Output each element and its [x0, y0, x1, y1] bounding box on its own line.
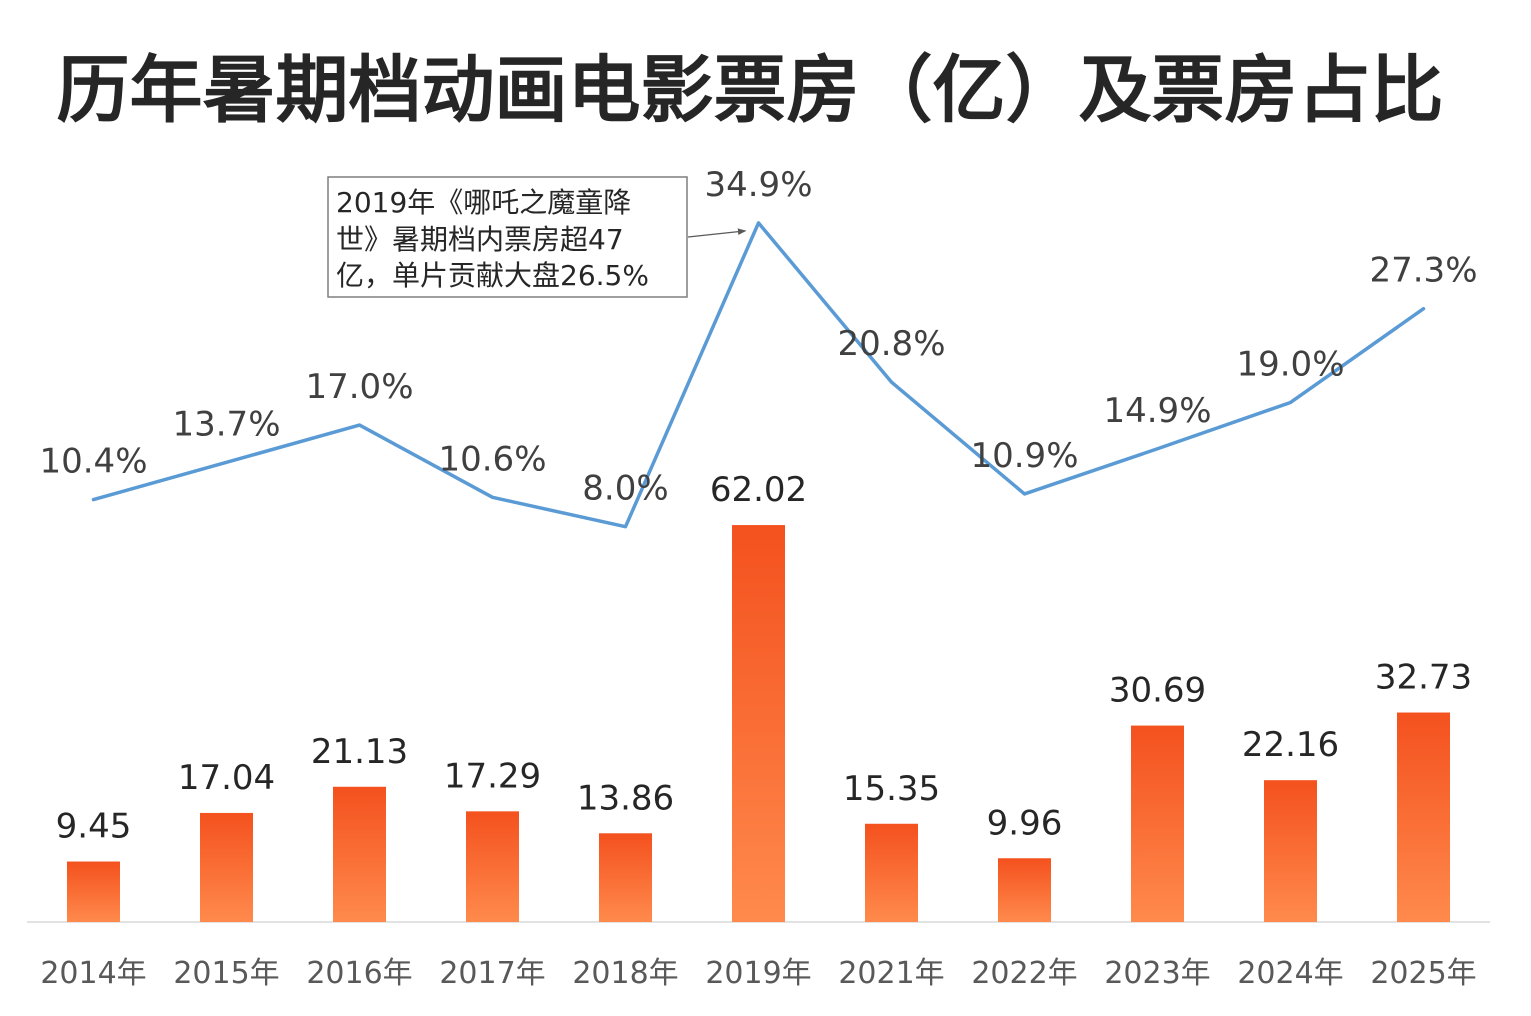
- box-office-bar-2019: [732, 525, 785, 922]
- annotation-leader-line: [687, 228, 747, 238]
- share-value-label-2023: 14.9%: [1103, 391, 1211, 431]
- box-office-bar-2023: [1131, 725, 1184, 922]
- x-tick-label-2021: 2021年: [838, 956, 944, 991]
- share-value-label-2025: 27.3%: [1369, 251, 1477, 291]
- box-office-bar-2016: [333, 786, 386, 922]
- box-office-value-label-2025: 32.73: [1375, 658, 1472, 698]
- box-office-value-label-2021: 15.35: [843, 769, 940, 809]
- box-office-value-label-2018: 13.86: [577, 778, 674, 818]
- box-office-bar-2022: [998, 858, 1051, 922]
- share-line-series: [91, 221, 1426, 529]
- x-tick-label-2019: 2019年: [705, 956, 811, 991]
- share-value-labels: 10.4% 13.7% 17.0% 10.6% 8.0% 34.9% 20.8% 10.9% 1…: [39, 165, 1477, 509]
- x-tick-label-2024: 2024年: [1237, 956, 1343, 991]
- box-office-value-label-2022: 9.96: [987, 803, 1063, 843]
- box-office-bar-2024: [1264, 780, 1317, 922]
- box-office-value-label-2014: 9.45: [56, 807, 132, 847]
- x-tick-label-2017: 2017年: [439, 956, 545, 991]
- x-tick-label-2014: 2014年: [40, 956, 146, 991]
- box-office-bar-series: [67, 525, 1450, 922]
- box-office-value-labels: 9.45 17.04 21.13 17.29 13.86 62.02 15.35 9.96 30…: [56, 470, 1473, 846]
- x-tick-label-2015: 2015年: [173, 956, 279, 991]
- box-office-bar-2021: [865, 823, 918, 922]
- share-value-label-2016: 17.0%: [305, 367, 413, 407]
- box-office-bar-2014: [67, 861, 120, 922]
- box-office-value-label-2017: 17.29: [444, 756, 541, 796]
- x-tick-label-2022: 2022年: [971, 956, 1077, 991]
- box-office-bar-2015: [200, 812, 253, 922]
- annotation-text-line-3: 亿，单片贡献大盘26.5%: [336, 259, 649, 292]
- share-value-label-2017: 10.6%: [438, 439, 546, 479]
- annotation-text-line-2: 世》暑期档内票房超47: [336, 223, 624, 256]
- share-value-label-2015: 13.7%: [172, 404, 280, 444]
- x-tick-label-2025: 2025年: [1370, 956, 1476, 991]
- share-value-label-2018: 8.0%: [582, 469, 668, 509]
- box-office-value-label-2015: 17.04: [178, 758, 275, 798]
- annotation-callout: 2019年《哪吒之魔童降 世》暑期档内票房超47 亿，单片贡献大盘26.5%: [327, 176, 747, 298]
- share-value-label-2014: 10.4%: [39, 442, 147, 482]
- share-line: [91, 221, 1426, 529]
- box-office-value-label-2019: 62.02: [710, 470, 807, 510]
- share-value-label-2021: 20.8%: [837, 324, 945, 364]
- chart-title: 历年暑期档动画电影票房（亿）及票房占比: [57, 48, 1444, 133]
- x-tick-label-2016: 2016年: [306, 956, 412, 991]
- box-office-value-label-2023: 30.69: [1109, 671, 1206, 711]
- box-office-bar-2017: [466, 811, 519, 922]
- x-tick-label-2023: 2023年: [1104, 956, 1210, 991]
- box-office-value-label-2016: 21.13: [311, 732, 408, 772]
- annotation-box: [327, 176, 688, 298]
- share-value-label-2022: 10.9%: [970, 436, 1078, 476]
- annotation-text-line-1: 2019年《哪吒之魔童降: [336, 186, 631, 219]
- share-value-label-2019: 34.9%: [704, 165, 812, 205]
- share-value-label-2024: 19.0%: [1236, 344, 1344, 384]
- box-office-bar-2025: [1397, 712, 1450, 922]
- x-tick-label-2018: 2018年: [572, 956, 678, 991]
- box-office-value-label-2024: 22.16: [1242, 725, 1339, 765]
- box-office-bar-2018: [599, 833, 652, 922]
- x-axis-tick-labels: 2014年 2015年 2016年 2017年 2018年 2019年 2021年 2022年…: [40, 956, 1476, 991]
